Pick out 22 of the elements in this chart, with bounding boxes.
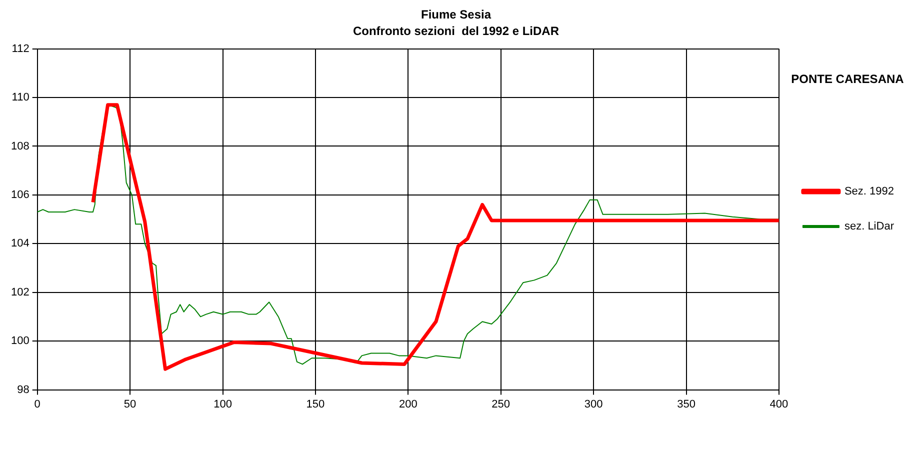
- x-tick-label: 150: [306, 398, 325, 410]
- y-tick-label: 100: [10, 335, 30, 348]
- x-tick-label: 0: [34, 398, 40, 410]
- y-tick-label: 98: [17, 384, 30, 396]
- y-tick-label: 108: [10, 140, 30, 152]
- chart-subtitle: Confronto sezioni del 1992 e LiDAR: [352, 24, 560, 38]
- x-tick-label: 300: [584, 398, 603, 410]
- legend-label: Sez. 1992: [844, 186, 894, 198]
- text: PONTE CARESANA: [791, 72, 904, 86]
- x-tick-label: 250: [492, 398, 510, 410]
- y-tick-label: 102: [10, 286, 30, 298]
- x-tick-label: 200: [398, 398, 418, 410]
- x-tick-label: 350: [677, 398, 696, 410]
- y-tick-label: 112: [12, 42, 30, 55]
- y-tick-label: 110: [12, 92, 30, 104]
- y-tick-label: 106: [10, 188, 30, 201]
- y-tick-label: 104: [10, 238, 30, 250]
- x-tick-label: 50: [124, 398, 136, 410]
- x-tick-label: 400: [770, 398, 788, 410]
- legend-label: sez. LiDar: [844, 220, 894, 233]
- x-tick-label: 100: [214, 398, 232, 410]
- chart-title: Fiume Sesia: [420, 8, 492, 22]
